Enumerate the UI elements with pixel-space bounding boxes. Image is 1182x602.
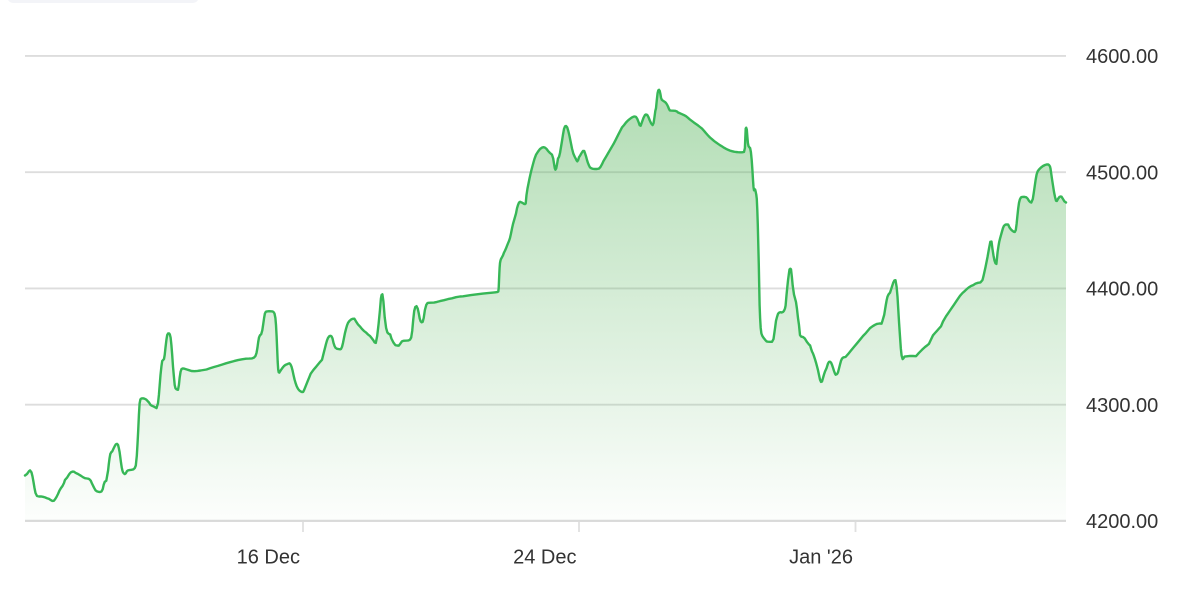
svg-text:24 Dec: 24 Dec [513, 547, 576, 569]
svg-text:4200.00: 4200.00 [1086, 511, 1158, 533]
svg-text:4600.00: 4600.00 [1086, 46, 1158, 68]
svg-text:4400.00: 4400.00 [1086, 279, 1158, 301]
svg-text:4500.00: 4500.00 [1086, 162, 1158, 184]
svg-text:Jan '26: Jan '26 [789, 547, 853, 569]
svg-text:4300.00: 4300.00 [1086, 395, 1158, 417]
svg-text:16 Dec: 16 Dec [237, 547, 300, 569]
